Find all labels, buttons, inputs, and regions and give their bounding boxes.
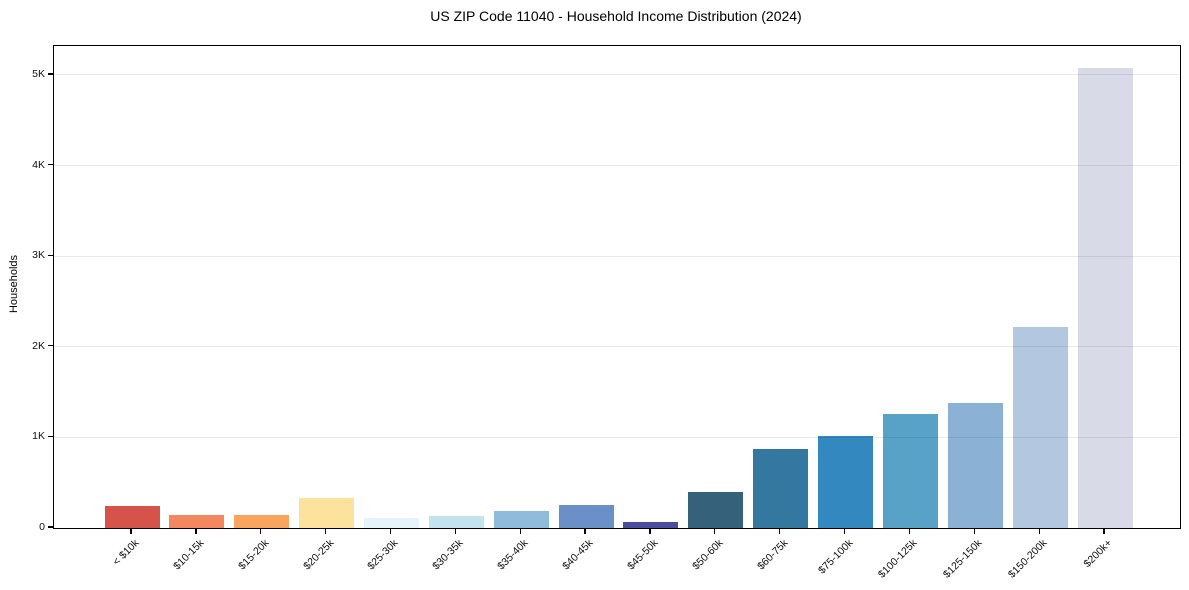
bar-$40-45k bbox=[558, 505, 614, 528]
y-tick-mark bbox=[48, 163, 53, 166]
y-tick-mark bbox=[48, 345, 53, 347]
x-tick-label-< $10k: < $10k bbox=[110, 537, 142, 568]
x-tick-mark bbox=[649, 528, 651, 534]
grid-line bbox=[54, 165, 1180, 167]
bar-$50-60k bbox=[688, 492, 744, 528]
bar-$45-50k bbox=[623, 522, 679, 528]
x-tick-mark bbox=[260, 528, 262, 534]
y-tick-label: 0 bbox=[39, 521, 45, 533]
y-tick-label: 1K bbox=[32, 430, 45, 443]
bar-$10-15k bbox=[169, 514, 225, 528]
y-tick-mark bbox=[48, 526, 53, 528]
x-tick-mark bbox=[454, 528, 456, 534]
x-tick-mark bbox=[714, 528, 716, 534]
x-tick-mark bbox=[843, 528, 846, 534]
grid-line bbox=[54, 255, 1180, 257]
bar-$25-30k bbox=[363, 518, 419, 528]
x-tick-mark bbox=[908, 528, 911, 534]
x-tick-mark bbox=[1103, 528, 1105, 534]
y-tick-label: 4K bbox=[32, 158, 45, 171]
x-tick-mark bbox=[1038, 528, 1040, 534]
grid-line bbox=[54, 74, 1180, 76]
y-tick-mark bbox=[48, 73, 53, 75]
grid-line bbox=[54, 346, 1180, 348]
x-tick-mark bbox=[584, 528, 586, 534]
y-tick-label: 5K bbox=[32, 67, 45, 80]
x-tick-mark bbox=[324, 528, 327, 534]
bar-$15-20k bbox=[234, 514, 290, 528]
y-tick-mark bbox=[48, 435, 53, 438]
x-tick-mark bbox=[779, 528, 781, 534]
bar-$20-25k bbox=[299, 498, 355, 528]
y-tick-label: 3K bbox=[32, 249, 45, 262]
bar-$100-125k bbox=[882, 413, 938, 528]
chart-title: US ZIP Code 11040 - Household Income Dis… bbox=[430, 8, 802, 24]
bar-$150-200k bbox=[1012, 327, 1068, 528]
grid-line bbox=[54, 436, 1180, 438]
plot-area bbox=[53, 45, 1181, 529]
x-tick-mark bbox=[389, 528, 392, 534]
y-tick-mark bbox=[48, 254, 53, 256]
x-tick-mark bbox=[519, 528, 521, 534]
x-tick-mark bbox=[973, 528, 975, 534]
y-tick-label: 2K bbox=[32, 339, 45, 352]
x-tick-mark bbox=[130, 528, 132, 534]
bar-$60-75k bbox=[753, 448, 809, 528]
bar-$125-150k bbox=[947, 402, 1003, 528]
bar-$30-35k bbox=[428, 516, 484, 528]
y-axis-label: Households bbox=[8, 254, 20, 314]
bar-$75-100k bbox=[818, 435, 874, 528]
bar-$35-40k bbox=[493, 511, 549, 528]
bar-$200k+ bbox=[1077, 67, 1133, 528]
bar-< $10k bbox=[104, 506, 160, 528]
x-tick-mark bbox=[195, 528, 197, 534]
